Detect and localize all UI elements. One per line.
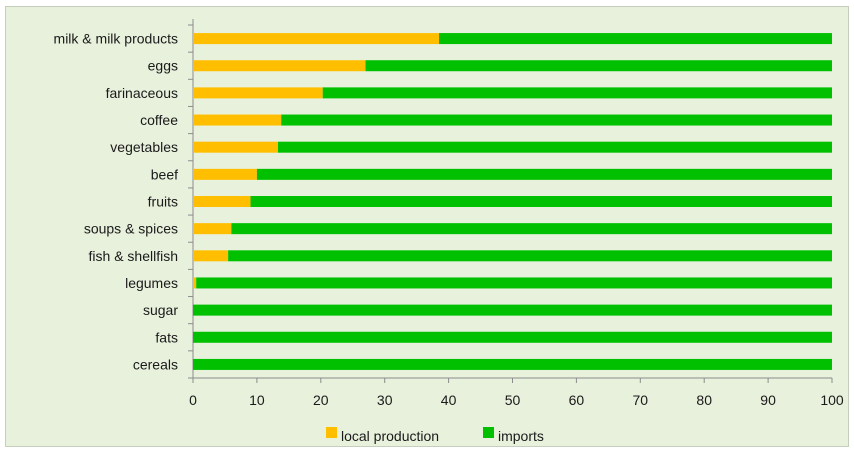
bar-imports (322, 87, 832, 99)
bar-imports (231, 223, 833, 235)
bar-local-production (193, 141, 278, 153)
y-tick-label: fats (155, 329, 178, 345)
x-tick-label: 10 (249, 392, 265, 408)
y-tick-label: sugar (143, 302, 178, 318)
legend-swatch (483, 427, 494, 438)
x-tick-label: 90 (760, 392, 776, 408)
bar-imports (193, 304, 832, 316)
bar-imports (277, 141, 832, 153)
x-tick-label: 50 (505, 392, 521, 408)
bar-local-production (193, 168, 257, 180)
y-tick-label: farinaceous (106, 85, 178, 101)
bar-imports (250, 196, 832, 207)
x-tick-label: 40 (441, 392, 457, 408)
legend-label: imports (498, 428, 544, 444)
x-tick-label: 80 (696, 392, 712, 408)
bar-local-production (193, 87, 323, 99)
y-tick-label: coffee (140, 112, 178, 128)
x-tick-label: 60 (569, 392, 585, 408)
bar-local-production (193, 60, 366, 72)
bar-local-production (193, 277, 197, 289)
bar-local-production (193, 196, 251, 207)
bar-local-production (193, 223, 232, 235)
y-tick-label: fruits (148, 194, 178, 210)
bar-imports (256, 168, 832, 180)
bar-imports (193, 358, 832, 370)
bar-imports (281, 114, 832, 126)
y-tick-label: vegetables (110, 139, 178, 155)
bar-local-production (193, 250, 229, 262)
x-tick-label: 70 (633, 392, 649, 408)
y-tick-label: soups & spices (84, 221, 178, 237)
y-tick-label: cereals (133, 356, 178, 372)
x-tick-label: 100 (820, 392, 844, 408)
y-tick-label: milk & milk products (54, 31, 178, 47)
y-tick-label: legumes (125, 275, 178, 291)
bar-imports (196, 277, 832, 289)
bar-imports (439, 33, 832, 45)
bar-local-production (193, 33, 440, 45)
x-tick-label: 0 (189, 392, 197, 408)
legend-swatch (326, 427, 337, 438)
bar-imports (365, 60, 832, 72)
y-tick-label: fish & shellfish (89, 248, 178, 264)
bar-imports (228, 250, 832, 262)
bar-local-production (193, 114, 282, 126)
y-tick-label: eggs (148, 58, 178, 74)
legend-label: local production (341, 428, 439, 444)
x-tick-label: 20 (313, 392, 329, 408)
bar-imports (193, 331, 832, 343)
x-tick-label: 30 (377, 392, 393, 408)
y-tick-label: beef (151, 166, 178, 182)
